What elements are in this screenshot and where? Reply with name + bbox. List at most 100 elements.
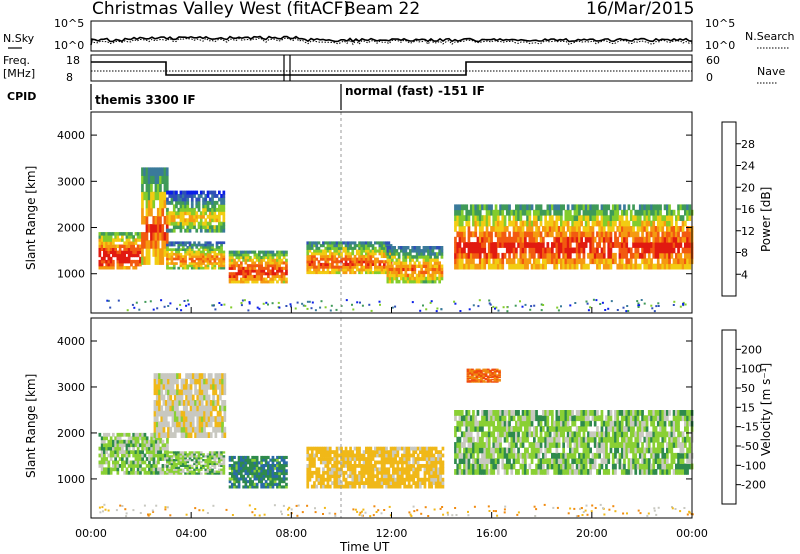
echo-cell: [544, 247, 547, 254]
echo-cell: [267, 485, 270, 489]
echo-cell: [524, 242, 527, 248]
echo-cell: [582, 231, 586, 238]
echo-cell: [317, 249, 321, 253]
echo-cell: [223, 373, 227, 379]
echo-cell: [521, 242, 525, 248]
echo-cell: [686, 252, 689, 259]
echo-cell: [407, 481, 411, 485]
echo-cell: [211, 204, 214, 209]
echo-cell: [456, 442, 460, 448]
echo-cell: [249, 272, 252, 276]
echo-cell: [328, 252, 332, 256]
echo-cell: [528, 204, 532, 211]
echo-cell: [351, 262, 355, 266]
echo-cell: [189, 389, 193, 396]
echo-cell: [127, 235, 131, 239]
echo-cell: [219, 410, 222, 417]
echo-cell: [310, 470, 314, 475]
echo-cell: [109, 235, 113, 239]
echo-cell: [469, 258, 473, 265]
echo-cell: [342, 477, 346, 482]
echo-cell: [505, 236, 509, 243]
echo-cell: [404, 276, 408, 281]
echo-cell: [458, 204, 462, 211]
echo-cell: [203, 373, 206, 379]
echo-cell: [127, 259, 131, 264]
echo-cell: [280, 472, 284, 476]
echo-cell: [555, 236, 559, 243]
echo-cell: [207, 421, 211, 428]
echo-cell: [219, 383, 222, 390]
echo-cell: [269, 261, 272, 265]
echo-cell: [328, 257, 332, 261]
echo-cell: [160, 389, 164, 396]
echo-cell: [535, 236, 538, 243]
echo-cell: [625, 231, 629, 238]
echo-cell: [114, 238, 117, 242]
echo-cell: [193, 252, 196, 256]
echo-cell: [278, 474, 281, 478]
echo-cell: [231, 274, 234, 278]
echo-cell: [114, 247, 117, 251]
echo-cell: [360, 244, 364, 248]
echo-cell: [463, 431, 466, 438]
echo-cell: [132, 446, 135, 451]
echo-cell: [557, 236, 561, 243]
echo-cell: [109, 238, 113, 242]
echo-cell: [188, 464, 192, 467]
echo-cell: [141, 199, 144, 209]
echo-cell: [376, 450, 379, 454]
echo-cell: [172, 225, 176, 230]
echo-cell: [211, 218, 214, 223]
echo-cell: [186, 453, 190, 456]
echo-cell: [319, 484, 323, 489]
echo-cell: [258, 264, 261, 268]
echo-cell: [575, 231, 579, 238]
echo-cell: [378, 484, 382, 489]
echo-cell: [482, 373, 486, 375]
echo-cell: [349, 464, 352, 468]
echo-cell: [404, 249, 408, 253]
echo-cell: [460, 415, 464, 422]
echo-cell: [480, 373, 483, 375]
echo-cell: [222, 466, 226, 469]
echo-cell: [166, 451, 169, 454]
echo-cell: [172, 462, 176, 466]
echo-cell: [391, 258, 394, 262]
echo-cell: [472, 447, 475, 454]
echo-cell: [310, 265, 314, 269]
echo-cell: [391, 276, 394, 281]
echo-cell: [168, 459, 172, 462]
echo-cell: [483, 204, 487, 211]
echo-cell: [331, 260, 334, 264]
echo-cell: [391, 264, 394, 268]
echo-cell: [222, 255, 226, 258]
echo-cell: [593, 209, 597, 216]
echo-cell: [385, 241, 388, 245]
echo-cell: [156, 232, 160, 241]
echo-cell: [493, 369, 497, 372]
echo-cell: [127, 253, 131, 258]
echo-cell: [180, 421, 184, 428]
echo-cell: [376, 241, 379, 245]
echo-cell: [326, 241, 330, 245]
echo-cell: [213, 464, 217, 467]
echo-cell: [423, 450, 427, 454]
echo-cell: [222, 221, 226, 226]
echo-cell: [186, 470, 190, 473]
echo-speck: [488, 302, 491, 305]
echo-cell: [220, 470, 223, 473]
echo-cell: [394, 446, 397, 451]
echo-cell: [123, 443, 126, 448]
echo-cell: [598, 236, 601, 243]
echo-cell: [344, 271, 348, 275]
echo-cell: [421, 446, 424, 451]
echo-cell: [335, 457, 339, 461]
echo-cell: [143, 191, 146, 201]
echo-cell: [195, 211, 199, 216]
echo-cell: [233, 274, 236, 278]
echo-cell: [246, 277, 250, 281]
echo-cell: [360, 265, 364, 269]
echo-cell: [170, 460, 174, 464]
